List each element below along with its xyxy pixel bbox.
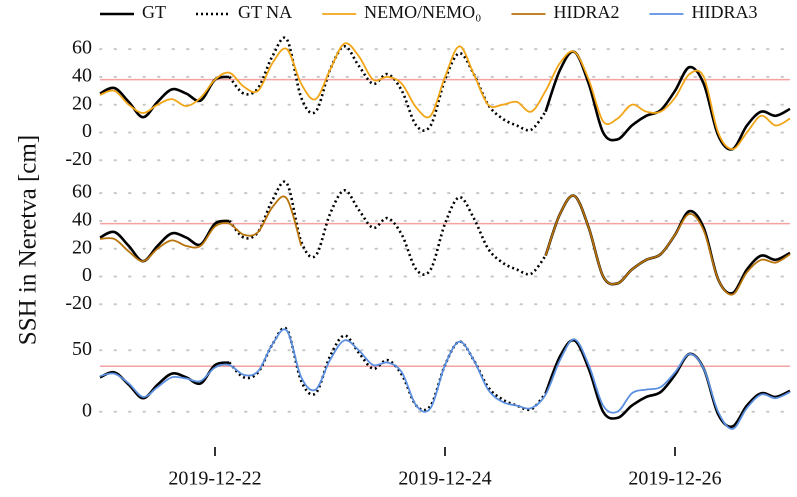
y-tick-label: 60 <box>72 181 92 203</box>
y-tick-label: 0 <box>82 264 92 286</box>
y-tick-label: 40 <box>72 64 92 86</box>
x-tick-label: 2019-12-26 <box>628 468 721 490</box>
series-line <box>99 194 791 296</box>
y-tick-label: -20 <box>65 292 92 314</box>
x-tick-label: 2019-12-24 <box>398 468 491 490</box>
y-tick-label: 60 <box>72 37 92 59</box>
y-tick-label: 0 <box>82 120 92 142</box>
y-tick-label: 20 <box>72 236 92 258</box>
y-tick-label: 20 <box>72 92 92 114</box>
series-line <box>99 328 791 430</box>
series-line <box>228 180 547 276</box>
y-tick-label: 50 <box>72 338 92 360</box>
y-tick-label: 40 <box>72 208 92 230</box>
series-line <box>99 338 791 429</box>
y-axis-label: SSH in Neretva [cm] <box>15 135 42 345</box>
series-line <box>228 326 547 412</box>
x-tick-label: 2019-12-22 <box>168 468 261 490</box>
series-line <box>228 36 547 132</box>
legend-label: HIDRA2 <box>553 2 619 22</box>
legend-label: HIDRA3 <box>691 2 757 22</box>
series-line <box>99 50 791 151</box>
y-tick-label: -20 <box>65 148 92 170</box>
legend-label: GT NA <box>238 2 292 22</box>
y-tick-label: 0 <box>82 399 92 421</box>
legend-label: GT <box>142 2 166 22</box>
series-line <box>99 42 791 151</box>
legend-label: NEMO/NEMO₀ <box>364 2 481 22</box>
series-line <box>99 194 791 295</box>
